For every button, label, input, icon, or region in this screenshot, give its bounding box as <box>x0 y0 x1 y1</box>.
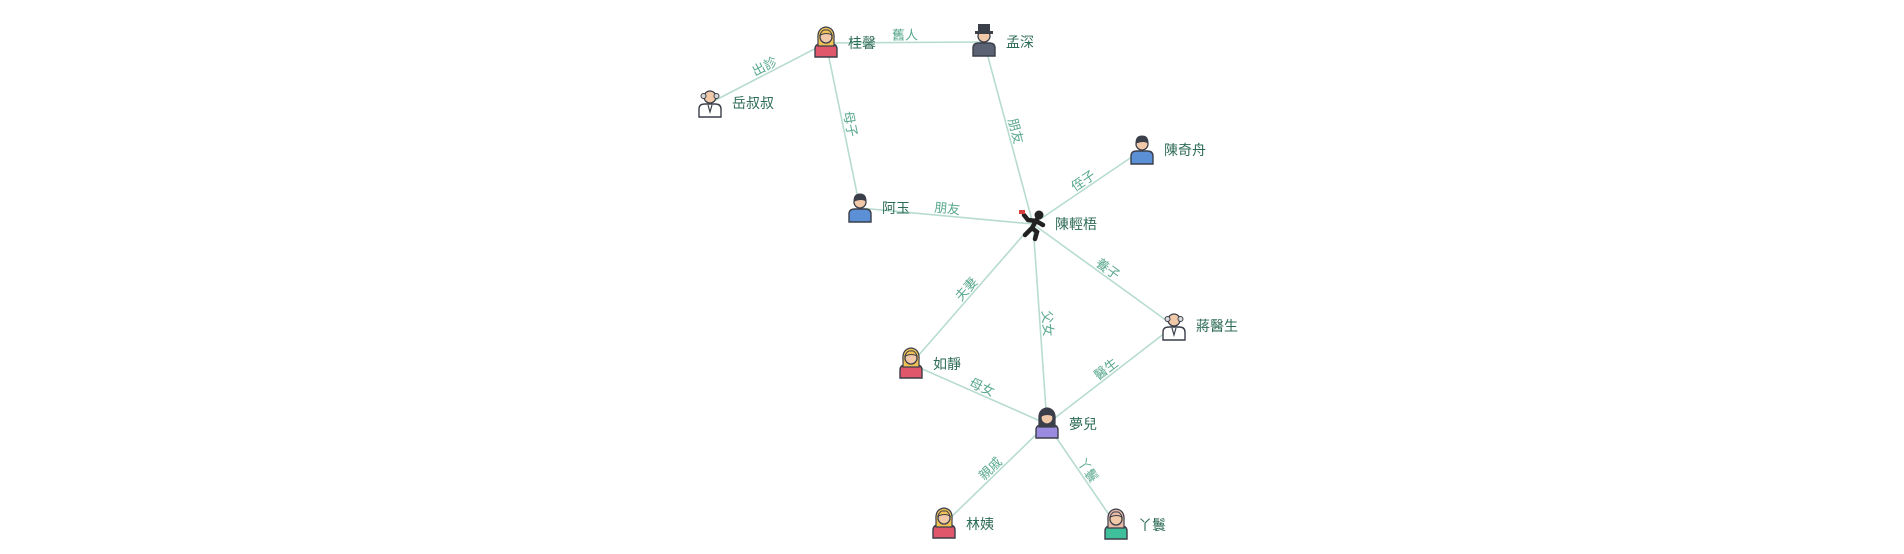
edge-label: 侄子 <box>1069 168 1099 195</box>
edge-label: 朋友 <box>1004 117 1026 146</box>
man-hat-icon <box>972 24 996 57</box>
node-label: 阿玉 <box>882 201 910 217</box>
man-blue-icon <box>1130 135 1154 165</box>
node-label: 孟深 <box>1006 35 1034 51</box>
edge-label: 朋友 <box>933 200 960 218</box>
edge-label: 夫妻 <box>953 275 981 304</box>
edge-menger-yahuan <box>1046 423 1117 526</box>
woman-blonde-icon <box>932 507 956 539</box>
man-blue-icon <box>848 193 872 223</box>
node-mengshen[interactable]: 孟深 <box>972 24 1034 57</box>
edge-mengshen-chenqingwu <box>983 41 1034 225</box>
woman-blonde-icon <box>814 26 838 58</box>
edge-label: 舊人 <box>892 28 918 43</box>
woman-purple-icon <box>1035 407 1059 439</box>
node-chenqizhou[interactable]: 陳奇舟 <box>1130 135 1206 165</box>
edge-chenqingwu-menger <box>1032 223 1048 425</box>
old-man-icon <box>698 90 722 118</box>
node-ayu[interactable]: 阿玉 <box>848 193 910 223</box>
running-man-icon <box>1019 210 1046 242</box>
edge-label: 母女 <box>967 375 997 400</box>
node-label: 如靜 <box>933 357 961 373</box>
edge-label: 父女 <box>1038 310 1056 337</box>
node-chenqingwu[interactable]: 陳輕梧 <box>1019 210 1097 242</box>
edge-jiangyisheng-menger <box>1046 325 1175 425</box>
node-rujing[interactable]: 如靜 <box>899 347 961 379</box>
edge-label: 醫生 <box>1092 356 1122 384</box>
edge-menger-linyi <box>943 423 1048 525</box>
node-guixin[interactable]: 桂馨 <box>814 26 876 58</box>
node-yahuan[interactable]: 丫鬟 <box>1104 508 1166 540</box>
old-man-icon <box>1162 313 1186 341</box>
edge-label: 丫鬟 <box>1073 456 1100 486</box>
woman-blonde-icon <box>899 347 923 379</box>
edge-chenqingwu-jiangyisheng <box>1032 223 1175 327</box>
node-linyi[interactable]: 林姨 <box>932 507 994 539</box>
edge-chenqingwu-ayu <box>859 207 1034 225</box>
node-label: 夢兒 <box>1069 417 1097 433</box>
edge-guixin-mengshen <box>825 41 985 44</box>
node-label: 丫鬟 <box>1138 518 1166 534</box>
maid-icon <box>1104 508 1128 540</box>
node-label: 桂馨 <box>848 36 876 52</box>
node-label: 岳叔叔 <box>732 96 774 112</box>
edge-guixin-ayu <box>825 42 861 209</box>
node-label: 林姨 <box>966 517 994 533</box>
node-menger[interactable]: 夢兒 <box>1035 407 1097 439</box>
edge-label: 出診 <box>750 54 780 80</box>
node-label: 蔣醫生 <box>1196 319 1238 335</box>
edge-label: 母子 <box>839 110 859 139</box>
edge-rujing-menger <box>910 363 1048 425</box>
edge-chenqingwu-rujing <box>910 223 1034 365</box>
node-label: 陳輕梧 <box>1055 217 1097 233</box>
node-yueshushu[interactable]: 岳叔叔 <box>698 90 774 118</box>
edge-label: 親戚 <box>976 455 1005 484</box>
edge-guixin-yueshushu <box>709 42 827 104</box>
node-jiangyisheng[interactable]: 蔣醫生 <box>1162 313 1238 341</box>
edge-label: 養子 <box>1092 255 1122 283</box>
node-label: 陳奇舟 <box>1164 142 1206 159</box>
edge-chenqingwu-chenqizhou <box>1032 149 1143 225</box>
